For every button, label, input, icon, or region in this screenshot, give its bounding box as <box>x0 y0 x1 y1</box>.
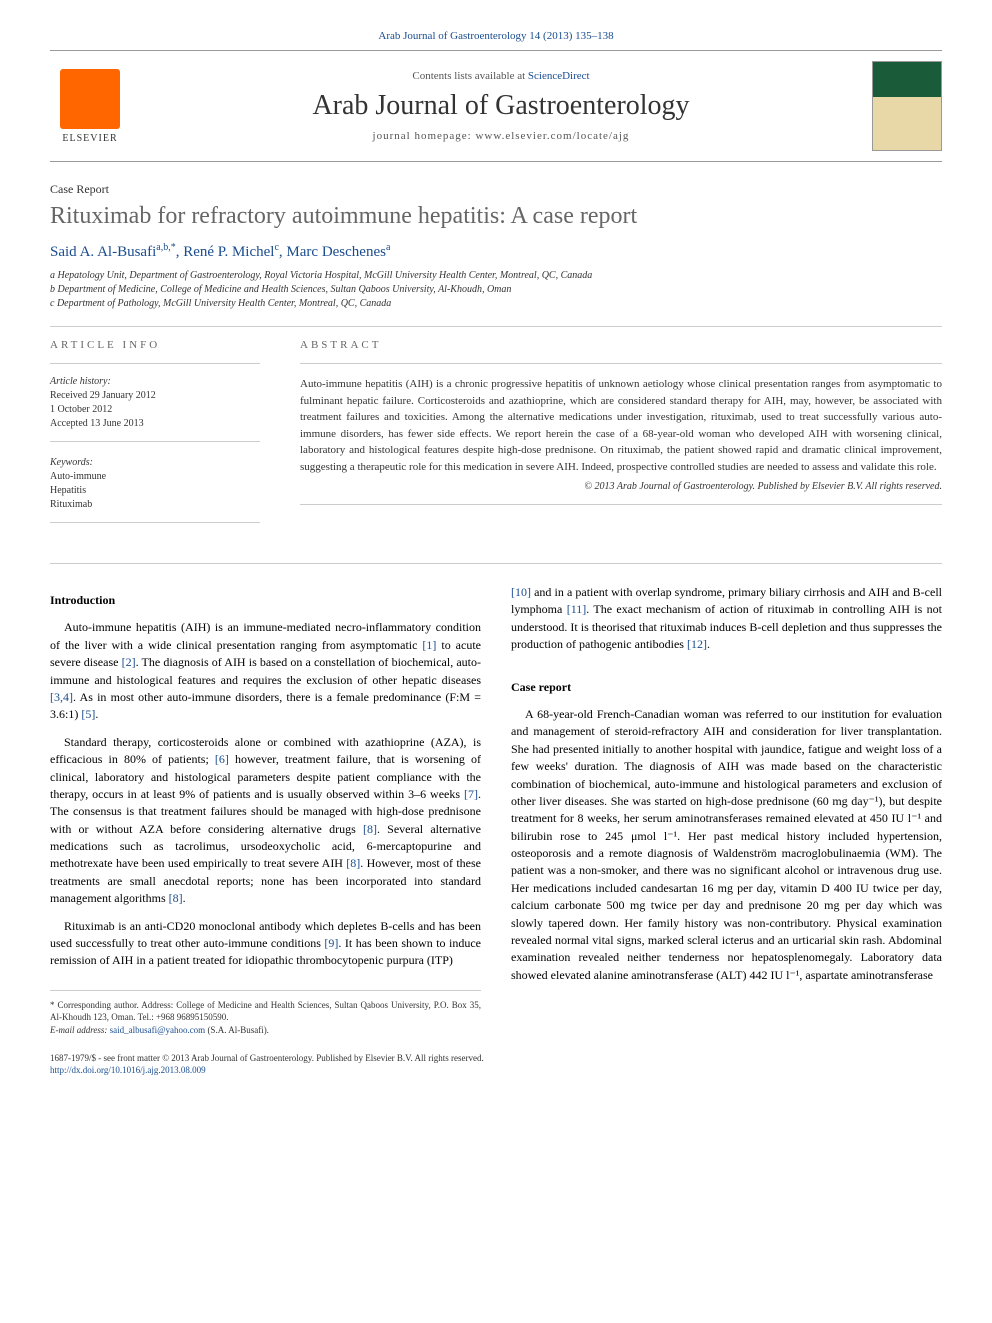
ref-8[interactable]: [8] <box>363 822 377 836</box>
abstract-column: ABSTRACT Auto-immune hepatitis (AIH) is … <box>300 339 942 538</box>
text: . <box>707 637 710 651</box>
history-label: Article history: <box>50 376 260 387</box>
keyword-2: Hepatitis <box>50 484 260 498</box>
ref-8[interactable]: [8] <box>346 856 360 870</box>
ref-9[interactable]: [9] <box>324 936 338 950</box>
email-suffix: (S.A. Al-Busafi). <box>205 1025 269 1035</box>
ref-8[interactable]: [8] <box>169 891 183 905</box>
keywords-block: Keywords: Auto-immune Hepatitis Rituxima… <box>50 457 260 523</box>
header-center: Contents lists available at ScienceDirec… <box>150 70 852 142</box>
article-info: ARTICLE INFO Article history: Received 2… <box>50 339 260 538</box>
ref-3-4[interactable]: [3,4] <box>50 690 73 704</box>
affiliation-b: b Department of Medicine, College of Med… <box>50 283 942 297</box>
ref-12[interactable]: [12] <box>687 637 707 651</box>
info-abstract-row: ARTICLE INFO Article history: Received 2… <box>50 339 942 538</box>
text: . As in most other auto-immune disorders… <box>50 690 481 721</box>
column-right: [10] and in a patient with overlap syndr… <box>511 584 942 1037</box>
author-1-sup: a,b,* <box>156 242 175 253</box>
affiliation-a: a Hepatology Unit, Department of Gastroe… <box>50 269 942 283</box>
abstract-text: Auto-immune hepatitis (AIH) is a chronic… <box>300 376 942 475</box>
divider <box>300 504 942 505</box>
journal-name: Arab Journal of Gastroenterology <box>150 90 852 122</box>
article-title: Rituximab for refractory autoimmune hepa… <box>50 203 942 230</box>
author-3[interactable]: Marc Deschenes <box>286 244 386 260</box>
affiliation-c: c Department of Pathology, McGill Univer… <box>50 297 942 311</box>
divider <box>50 326 942 327</box>
ref-6[interactable]: [6] <box>215 752 229 766</box>
accepted-date: Accepted 13 June 2013 <box>50 417 260 431</box>
star-icon: * <box>50 1000 58 1010</box>
body-columns: Introduction Auto-immune hepatitis (AIH)… <box>50 584 942 1037</box>
divider <box>50 563 942 564</box>
abstract-heading: ABSTRACT <box>300 339 942 351</box>
article-history: Article history: Received 29 January 201… <box>50 376 260 442</box>
email-link[interactable]: said_albusafi@yahoo.com <box>110 1025 206 1035</box>
front-matter-line: 1687-1979/$ - see front matter © 2013 Ar… <box>50 1052 942 1065</box>
corresponding-author: * Corresponding author. Address: College… <box>50 999 481 1037</box>
author-list: Said A. Al-Busafia,b,*, René P. Michelc,… <box>50 242 942 261</box>
contents-line: Contents lists available at ScienceDirec… <box>150 70 852 82</box>
text: . <box>95 707 98 721</box>
ref-11[interactable]: [11] <box>567 602 587 616</box>
page-footer: 1687-1979/$ - see front matter © 2013 Ar… <box>50 1052 942 1077</box>
ref-2[interactable]: [2] <box>122 655 136 669</box>
text: . <box>183 891 186 905</box>
email-label: E-mail address: <box>50 1025 110 1035</box>
ref-1[interactable]: [1] <box>422 638 436 652</box>
revised-date: 1 October 2012 <box>50 403 260 417</box>
author-3-sup: a <box>386 242 390 253</box>
corresponding-text: Corresponding author. Address: College o… <box>50 1000 481 1023</box>
abstract-copyright: © 2013 Arab Journal of Gastroenterology.… <box>300 481 942 492</box>
text: Auto-immune hepatitis (AIH) is an immune… <box>50 620 481 651</box>
journal-cover-thumb <box>872 61 942 151</box>
article-type: Case Report <box>50 182 942 197</box>
citation-line: Arab Journal of Gastroenterology 14 (201… <box>50 30 942 42</box>
ref-10[interactable]: [10] <box>511 585 531 599</box>
introduction-heading: Introduction <box>50 592 481 609</box>
elsevier-tree-icon <box>60 69 120 129</box>
author-2[interactable]: René P. Michel <box>183 244 274 260</box>
journal-homepage: journal homepage: www.elsevier.com/locat… <box>150 130 852 142</box>
elsevier-label: ELSEVIER <box>62 133 117 144</box>
contents-prefix: Contents lists available at <box>412 70 527 82</box>
article-info-heading: ARTICLE INFO <box>50 339 260 351</box>
journal-header: ELSEVIER Contents lists available at Sci… <box>50 50 942 162</box>
case-para-1: A 68-year-old French-Canadian woman was … <box>511 706 942 984</box>
col2-para-1: [10] and in a patient with overlap syndr… <box>511 584 942 654</box>
footnote-divider <box>50 990 481 991</box>
keyword-1: Auto-immune <box>50 470 260 484</box>
received-date: Received 29 January 2012 <box>50 389 260 403</box>
doi-link[interactable]: http://dx.doi.org/10.1016/j.ajg.2013.08.… <box>50 1065 206 1075</box>
author-1[interactable]: Said A. Al-Busafi <box>50 244 156 260</box>
elsevier-logo: ELSEVIER <box>50 61 130 151</box>
affiliations: a Hepatology Unit, Department of Gastroe… <box>50 269 942 311</box>
divider <box>300 363 942 364</box>
author-2-sup: c <box>274 242 278 253</box>
column-left: Introduction Auto-immune hepatitis (AIH)… <box>50 584 481 1037</box>
keyword-3: Rituximab <box>50 498 260 512</box>
ref-5[interactable]: [5] <box>81 707 95 721</box>
intro-para-3: Rituximab is an anti-CD20 monoclonal ant… <box>50 918 481 970</box>
keywords-label: Keywords: <box>50 457 260 468</box>
ref-7[interactable]: [7] <box>464 787 478 801</box>
sciencedirect-link[interactable]: ScienceDirect <box>528 70 590 82</box>
intro-para-1: Auto-immune hepatitis (AIH) is an immune… <box>50 619 481 723</box>
case-report-heading: Case report <box>511 679 942 696</box>
divider <box>50 363 260 364</box>
intro-para-2: Standard therapy, corticosteroids alone … <box>50 734 481 908</box>
